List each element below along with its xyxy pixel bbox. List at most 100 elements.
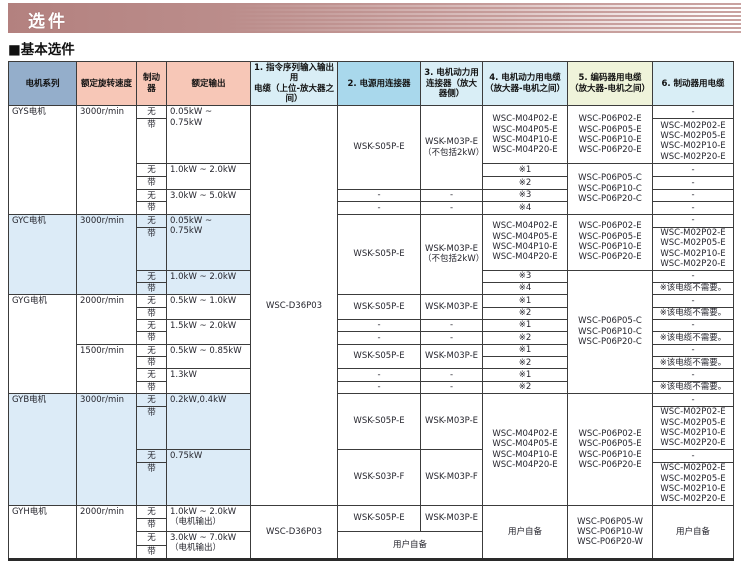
cell-power-connector: WSK-S05P-E (337, 505, 421, 533)
cell-motor-power-cable: ※1 (482, 343, 568, 358)
cell-rated-speed: 3000r/min (76, 213, 137, 296)
cell-motor-series: GYB电机 (8, 393, 77, 507)
cell-brake: 带 (136, 226, 167, 271)
header-power-connector: 2. 电源用连接器 (337, 60, 421, 107)
cell-brake: 带 (136, 201, 167, 215)
cell-command-io-cable: WSC-D36P03 (250, 505, 338, 561)
cell-brake: 无 (136, 505, 167, 520)
table-row: 1500r/min 无 0.5kW ~ 0.85kW WSK-S05P-E WSK-M0… (9, 343, 734, 395)
section-title: ■基本选件 (8, 42, 75, 58)
cell-brake-cable: ※该电缆不需要。 (652, 331, 734, 345)
cell-rated-output: 0.5kW ~ 0.85kW (166, 343, 251, 370)
cell-encoder-cable: WSC-P06P05-W WSC-P06P10-W WSC-P06P20-W (567, 505, 653, 561)
cell-motor-power-connector: - (420, 188, 483, 203)
cell-encoder-cable: WSC-P06P05-C WSC-P06P10-C WSC-P06P20-C (567, 163, 653, 215)
cell-brake-cable: - (652, 269, 734, 283)
cell-motor-power-cable: ※1 (482, 294, 568, 308)
cell-brake-cable: WSC-M02P02-E WSC-M02P05-E WSC-M02P10-E W… (652, 118, 734, 165)
cell-power-connector: - (337, 331, 421, 345)
cell-rated-output: 3.0kW ~ 5.0kW (166, 188, 251, 215)
cell-brake: 带 (136, 462, 167, 507)
cell-motor-power-cable: ※4 (482, 281, 568, 296)
cell-rated-output: 1.0kW ~ 2.0kW （电机输出） (166, 505, 251, 533)
cell-brake: 无 (136, 213, 167, 228)
cell-brake: 无 (136, 393, 167, 408)
cell-brake-cable: - (652, 213, 734, 228)
cell-brake-cable: - (652, 105, 734, 120)
header-command-io-cable: 1. 指令序列输入输出用 电缆（上位-放大器之间） (250, 60, 338, 107)
header-rated-speed: 额定旋转速度 (76, 60, 137, 107)
table-row: GYH电机 2000r/min 无 1.0kW ~ 2.0kW （电机输出） WSC-D… (8, 505, 734, 561)
table-body: GYS电机 3000r/min 无 0.05kW ~ 0.75kW WSC-D36P03… (8, 105, 734, 561)
cell-motor-power-connector: - (420, 368, 483, 382)
cell-brake: 带 (136, 380, 167, 395)
cell-brake-cable: WSC-M02P02-E WSC-M02P05-E WSC-M02P10-E W… (652, 462, 734, 507)
header-encoder-cable: 5. 编码器用电缆 （放大器-电机之间） (567, 60, 653, 107)
cell-brake: 无 (136, 163, 167, 178)
cell-brake-cable: ※该电缆不需要。 (652, 306, 734, 320)
cell-rated-output: 1.3kW (166, 368, 251, 395)
header-row: 电机系列 额定旋转速度 制动器 额定输出 1. 指令序列输入输出用 电缆（上位-放大器之… (8, 60, 734, 107)
cell-brake-cable: ※该电缆不需要。 (652, 281, 734, 296)
cell-brake-cable: ※该电缆不需要。 (652, 356, 734, 370)
cell-brake: 无 (136, 531, 167, 547)
cell-rated-speed: 2000r/min (76, 294, 137, 345)
cell-brake: 无 (136, 318, 167, 333)
cell-motor-power-cable: ※1 (482, 318, 568, 333)
cell-brake-cable: - (652, 163, 734, 178)
cell-brake: 带 (136, 545, 167, 561)
cell-brake: 带 (136, 118, 167, 165)
cell-brake: 无 (136, 269, 167, 283)
cell-motor-power-cable: ※2 (482, 306, 568, 320)
cell-encoder-cable: WSC-P06P02-E WSC-P06P05-E WSC-P06P10-E W… (567, 213, 653, 271)
cell-power-connector: WSK-S03P-F (337, 449, 421, 507)
cell-brake-cable: - (652, 449, 734, 464)
cell-motor-series: GYS电机 (8, 105, 77, 215)
cell-rated-output: 1.5kW ~ 2.0kW (166, 318, 251, 345)
cell-power-connector: WSK-S05P-E (337, 343, 421, 370)
table-row: 无 0.75kW WSK-S03P-F WSK-M03P-F - (9, 449, 734, 507)
cell-rated-output: 1.0kW ~ 2.0kW (166, 269, 251, 296)
cell-motor-power-cable: ※3 (482, 269, 568, 283)
header-brake-cable: 6. 制动器用电缆 (652, 60, 734, 107)
cell-brake-cable: 用户自备 (652, 505, 734, 561)
cell-motor-power-cable: ※3 (482, 188, 568, 203)
options-table: 电机系列 额定旋转速度 制动器 额定输出 1. 指令序列输入输出用 电缆（上位-放大器之… (8, 60, 734, 561)
cell-motor-power-cable: ※2 (482, 331, 568, 345)
cell-motor-power-connector: - (420, 318, 483, 333)
cell-power-connector: WSK-S05P-E (337, 393, 421, 451)
cell-power-connector: - (337, 368, 421, 382)
cell-rated-output: 0.05kW ~ 0.75kW (166, 105, 251, 165)
cell-power-connector: - (337, 380, 421, 395)
cell-brake: 无 (136, 294, 167, 308)
table-row: 带 WSC-M02P02-E WSC-M02P05-E WSC-M02P10-E … (9, 406, 734, 451)
header-motor-series: 电机系列 (8, 60, 77, 107)
cell-brake-cable: - (652, 368, 734, 382)
table-header: 电机系列 额定旋转速度 制动器 额定输出 1. 指令序列输入输出用 电缆（上位-放大器之… (8, 60, 734, 107)
cell-rated-speed: 2000r/min (76, 505, 137, 561)
table-row: 带 WSC-M02P02-E WSC-M02P05-E WSC-M02P10-E … (9, 118, 734, 165)
cell-motor-power-connector: WSK-M03P-F (420, 449, 483, 507)
cell-brake: 无 (136, 449, 167, 464)
cell-motor-power-cable: ※2 (482, 176, 568, 190)
cell-brake-cable: ※该电缆不需要。 (652, 380, 734, 395)
table-row: 带 ※4 ※该电缆不需要。 (9, 281, 734, 296)
cell-motor-power-connector: WSK-M03P-E (420, 294, 483, 320)
cell-brake: 带 (136, 406, 167, 451)
cell-motor-power-connector: WSK-M03P-E （不包括2kW） (420, 105, 483, 190)
cell-motor-series: GYG电机 (8, 294, 77, 395)
table-row: GYS电机 3000r/min 无 0.05kW ~ 0.75kW WSC-D36P03… (8, 105, 734, 507)
cell-brake: 带 (136, 331, 167, 345)
cell-brake: 无 (136, 368, 167, 382)
cell-rated-output: 3.0kW ~ 7.0kW （电机输出） (166, 531, 251, 561)
cell-brake-cable: - (652, 318, 734, 333)
cell-motor-power-connector: WSK-M03P-E (420, 343, 483, 370)
cell-encoder-cable: WSC-P06P02-E WSC-P06P05-E WSC-P06P10-E W… (567, 393, 653, 507)
header-rated-output: 额定输出 (166, 60, 251, 107)
header-brake: 制动器 (136, 60, 167, 107)
cell-motor-power-connector: - (420, 201, 483, 215)
cell-brake: 带 (136, 518, 167, 533)
table-row: 带 WSC-M02P02-E WSC-M02P05-E WSC-M02P10-E … (9, 462, 734, 507)
page-title: 选件 (28, 12, 68, 32)
cell-rated-output: 0.2kW,0.4kW (166, 393, 251, 451)
